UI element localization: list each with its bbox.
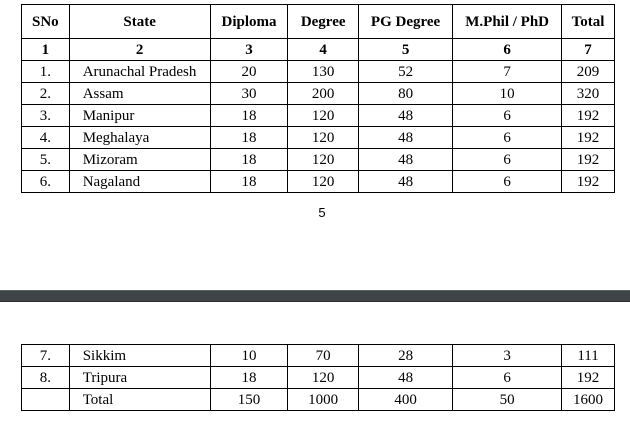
diploma-cell: 10 xyxy=(209,344,289,367)
grand-total-cell: 1600 xyxy=(561,388,615,411)
total-cell: 192 xyxy=(561,148,615,171)
table-row: 2. Assam 30 200 80 10 320 xyxy=(21,82,615,105)
column-number: 1 xyxy=(21,38,70,61)
page-divider xyxy=(0,290,630,302)
header-row: SNo State Diploma Degree PG Degree M.Phi… xyxy=(21,4,615,39)
grand-total-row: Total 150 1000 400 50 1600 xyxy=(21,388,615,411)
mphil-phd-cell: 3 xyxy=(452,344,563,367)
total-cell: 192 xyxy=(561,104,615,127)
column-number: 4 xyxy=(287,38,359,61)
diploma-cell: 18 xyxy=(209,170,289,193)
diploma-total-cell: 150 xyxy=(209,388,289,411)
header-diploma: Diploma xyxy=(209,4,289,39)
sno-cell xyxy=(21,388,70,411)
pg-degree-cell: 48 xyxy=(357,104,454,127)
mphil-phd-cell: 6 xyxy=(452,366,563,389)
diploma-cell: 30 xyxy=(209,82,289,105)
diploma-cell: 18 xyxy=(209,104,289,127)
pg-degree-cell: 48 xyxy=(357,366,454,389)
total-cell: 320 xyxy=(561,82,615,105)
mphil-phd-cell: 6 xyxy=(452,148,563,171)
state-cell: Manipur xyxy=(68,104,211,127)
sno-cell: 4. xyxy=(21,126,70,149)
pg-degree-cell: 48 xyxy=(357,148,454,171)
degree-total-cell: 1000 xyxy=(287,388,359,411)
degree-cell: 130 xyxy=(287,60,359,83)
sno-cell: 2. xyxy=(21,82,70,105)
degree-cell: 120 xyxy=(287,366,359,389)
header-degree: Degree xyxy=(287,4,359,39)
column-number: 5 xyxy=(357,38,454,61)
total-cell: 209 xyxy=(561,60,615,83)
column-number: 2 xyxy=(68,38,211,61)
pg-degree-cell: 48 xyxy=(357,170,454,193)
state-cell: Sikkim xyxy=(68,344,211,367)
mphil-phd-total-cell: 50 xyxy=(452,388,563,411)
column-number-row: 1 2 3 4 5 6 7 xyxy=(21,38,615,61)
page-number: 5 xyxy=(318,205,326,220)
diploma-cell: 18 xyxy=(209,148,289,171)
sno-cell: 6. xyxy=(21,170,70,193)
column-number: 7 xyxy=(561,38,615,61)
seats-table-page-6: 7. Sikkim 10 70 28 3 111 8. Tripura 18 1… xyxy=(21,344,615,411)
table-row: 5. Mizoram 18 120 48 6 192 xyxy=(21,148,615,171)
state-cell: Arunachal Pradesh xyxy=(68,60,211,83)
header-pg-degree: PG Degree xyxy=(357,4,454,39)
pg-degree-cell: 80 xyxy=(357,82,454,105)
pg-degree-cell: 28 xyxy=(357,344,454,367)
mphil-phd-cell: 10 xyxy=(452,82,563,105)
table-row: 3. Manipur 18 120 48 6 192 xyxy=(21,104,615,127)
pg-degree-cell: 48 xyxy=(357,126,454,149)
state-cell: Assam xyxy=(68,82,211,105)
state-cell: Mizoram xyxy=(68,148,211,171)
degree-cell: 70 xyxy=(287,344,359,367)
diploma-cell: 18 xyxy=(209,366,289,389)
degree-cell: 120 xyxy=(287,126,359,149)
diploma-cell: 18 xyxy=(209,126,289,149)
column-number: 6 xyxy=(452,38,563,61)
sno-cell: 1. xyxy=(21,60,70,83)
total-cell: 111 xyxy=(561,344,615,367)
table-row: 1. Arunachal Pradesh 20 130 52 7 209 xyxy=(21,60,615,83)
degree-cell: 120 xyxy=(287,148,359,171)
pg-degree-total-cell: 400 xyxy=(357,388,454,411)
pg-degree-cell: 52 xyxy=(357,60,454,83)
degree-cell: 200 xyxy=(287,82,359,105)
diploma-cell: 20 xyxy=(209,60,289,83)
sno-cell: 3. xyxy=(21,104,70,127)
mphil-phd-cell: 7 xyxy=(452,60,563,83)
mphil-phd-cell: 6 xyxy=(452,104,563,127)
table-row: 4. Meghalaya 18 120 48 6 192 xyxy=(21,126,615,149)
state-cell: Nagaland xyxy=(68,170,211,193)
table-row: 8. Tripura 18 120 48 6 192 xyxy=(21,366,615,389)
sno-cell: 8. xyxy=(21,366,70,389)
sno-cell: 5. xyxy=(21,148,70,171)
table-row: 6. Nagaland 18 120 48 6 192 xyxy=(21,170,615,193)
mphil-phd-cell: 6 xyxy=(452,126,563,149)
header-mphil-phd: M.Phil / PhD xyxy=(452,4,563,39)
header-total: Total xyxy=(561,4,615,39)
total-cell: 192 xyxy=(561,366,615,389)
sno-cell: 7. xyxy=(21,344,70,367)
mphil-phd-cell: 6 xyxy=(452,170,563,193)
column-number: 3 xyxy=(209,38,289,61)
total-cell: 192 xyxy=(561,170,615,193)
degree-cell: 120 xyxy=(287,170,359,193)
total-cell: 192 xyxy=(561,126,615,149)
seats-table-page-5: SNo State Diploma Degree PG Degree M.Phi… xyxy=(21,4,615,193)
header-state: State xyxy=(68,4,211,39)
degree-cell: 120 xyxy=(287,104,359,127)
state-cell: Meghalaya xyxy=(68,126,211,149)
table-row: 7. Sikkim 10 70 28 3 111 xyxy=(21,344,615,367)
total-label-cell: Total xyxy=(68,388,211,411)
header-sno: SNo xyxy=(21,4,70,39)
state-cell: Tripura xyxy=(68,366,211,389)
